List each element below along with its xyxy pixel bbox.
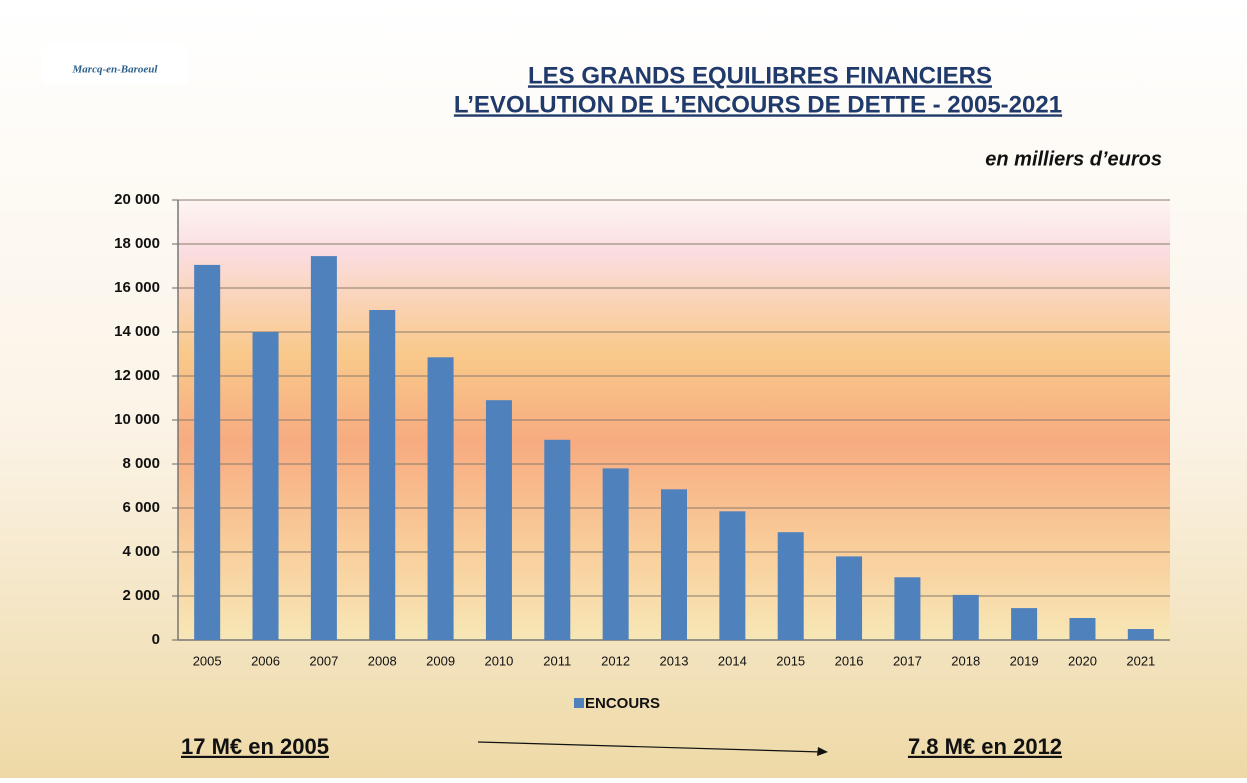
- x-tick-label: 2012: [601, 653, 630, 668]
- arrow-head: [817, 747, 828, 756]
- chart-subtitle: L’EVOLUTION DE L’ENCOURS DE DETTE - 2005…: [454, 91, 1062, 118]
- logo-box: [42, 44, 188, 84]
- bar: [836, 556, 863, 640]
- y-tick-label: 12 000: [114, 367, 160, 384]
- chart-title: LES GRANDS EQUILIBRES FINANCIERS: [528, 62, 992, 89]
- y-tick-label: 0: [152, 631, 160, 648]
- x-tick-label: 2015: [776, 653, 805, 668]
- x-tick-label: 2010: [484, 653, 513, 668]
- y-tick-label: 10 000: [114, 411, 160, 428]
- x-tick-label: 2019: [1010, 653, 1039, 668]
- x-tick-label: 2017: [893, 653, 922, 668]
- bar: [1127, 629, 1154, 640]
- arrow: [477, 741, 823, 753]
- bar: [485, 400, 512, 640]
- x-tick-label: 2020: [1068, 653, 1097, 668]
- y-tick-label: 20 000: [114, 191, 160, 208]
- annotation: 17 M€ en 2005: [181, 734, 329, 759]
- y-tick-label: 18 000: [114, 235, 160, 252]
- y-tick-label: 14 000: [114, 323, 160, 340]
- x-tick-label: 2008: [368, 653, 397, 668]
- bar: [894, 577, 921, 640]
- y-tick-label: 2 000: [122, 587, 160, 604]
- x-tick-label: 2006: [251, 653, 280, 668]
- y-tick-label: 4 000: [122, 543, 160, 560]
- x-tick-label: 2007: [309, 653, 338, 668]
- logo: Marcq-en-Baroeul: [72, 64, 159, 76]
- bar: [661, 489, 687, 640]
- bar: [1011, 608, 1038, 640]
- bar: [544, 439, 571, 640]
- x-tick-label: 2021: [1126, 653, 1155, 668]
- bar: [194, 264, 221, 640]
- x-tick-label: 2014: [718, 653, 747, 668]
- x-tick-label: 2009: [426, 653, 455, 668]
- legend-label: ENCOURS: [585, 695, 660, 712]
- bar: [602, 468, 629, 640]
- unit-label: en milliers d’euros: [985, 148, 1162, 170]
- y-tick-label: 6 000: [122, 499, 160, 516]
- legend-swatch: [574, 698, 584, 708]
- bar: [310, 256, 337, 640]
- bar: [252, 332, 279, 640]
- y-tick-label: 16 000: [114, 279, 160, 296]
- x-tick-label: 2005: [193, 653, 222, 668]
- x-tick-label: 2011: [543, 653, 571, 668]
- x-tick-label: 2013: [660, 653, 689, 668]
- bar: [719, 511, 746, 640]
- bar: [952, 594, 979, 640]
- bar: [777, 532, 804, 640]
- y-tick-label: 8 000: [122, 455, 160, 472]
- bar: [369, 310, 396, 640]
- bar: [427, 357, 454, 640]
- annotation: 7.8 M€ en 2012: [908, 734, 1062, 759]
- x-tick-label: 2018: [951, 653, 980, 668]
- x-tick-label: 2016: [835, 653, 864, 668]
- bar: [1069, 618, 1096, 640]
